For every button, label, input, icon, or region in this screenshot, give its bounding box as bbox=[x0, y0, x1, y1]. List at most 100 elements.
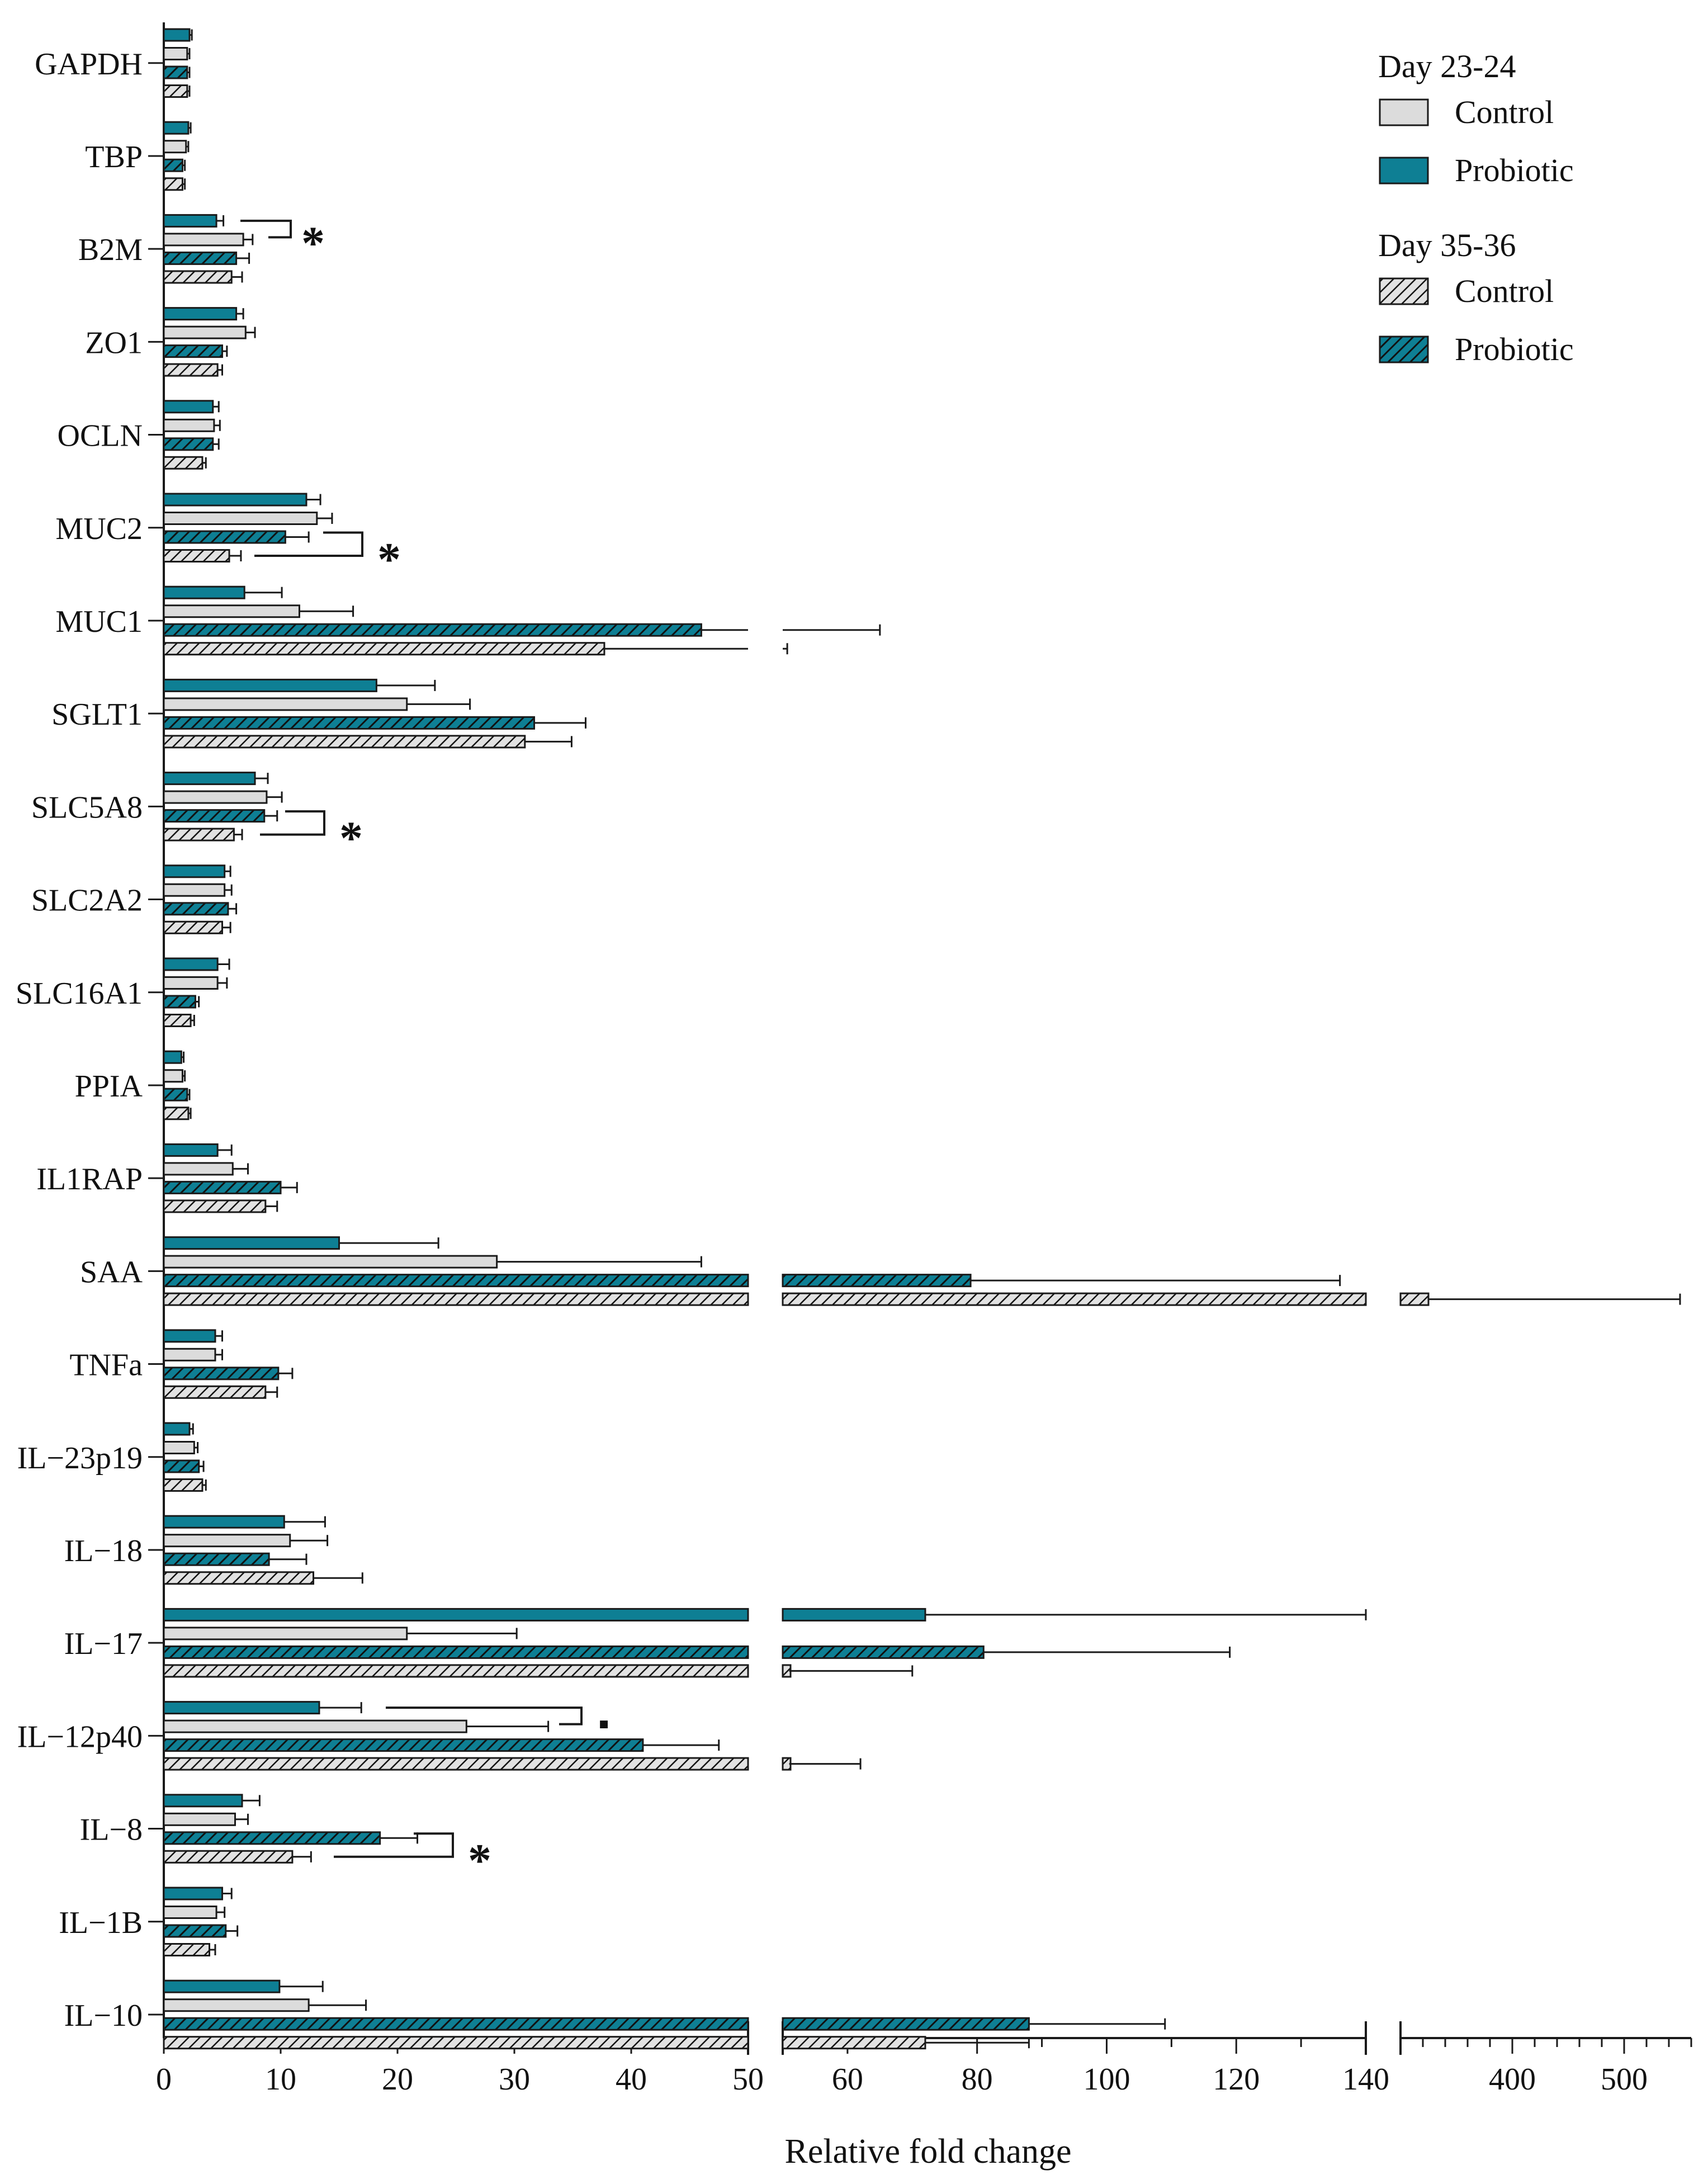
legend-swatch bbox=[1379, 335, 1429, 363]
bar bbox=[163, 1515, 285, 1529]
y-tick-label: ZO1 bbox=[85, 325, 143, 360]
bar bbox=[163, 65, 188, 79]
bar bbox=[782, 1608, 926, 1622]
bar bbox=[163, 1719, 467, 1733]
bar bbox=[163, 976, 219, 990]
bar bbox=[163, 530, 286, 544]
bar bbox=[163, 1162, 234, 1176]
bar bbox=[163, 809, 266, 823]
significance-marker: * bbox=[468, 1835, 491, 1887]
bar bbox=[782, 1274, 972, 1288]
bar bbox=[163, 957, 219, 971]
bar bbox=[163, 678, 377, 692]
bar bbox=[163, 549, 230, 562]
bar bbox=[782, 1292, 1367, 1306]
bar bbox=[163, 1199, 267, 1213]
bar bbox=[163, 140, 187, 154]
bar bbox=[163, 1924, 227, 1938]
bar bbox=[163, 735, 526, 749]
bar bbox=[1399, 1292, 1430, 1306]
y-tick-label: TBP bbox=[85, 140, 143, 174]
bar bbox=[163, 772, 256, 786]
bar bbox=[782, 1645, 985, 1659]
bar bbox=[163, 121, 190, 135]
legend-swatch bbox=[1379, 277, 1429, 305]
legend-item-label: Probiotic bbox=[1455, 152, 1574, 188]
bar bbox=[163, 1107, 190, 1121]
bar bbox=[163, 84, 188, 98]
significance-bracket bbox=[240, 219, 292, 239]
significance-bracket bbox=[334, 1832, 454, 1858]
bar bbox=[163, 418, 215, 432]
bar bbox=[782, 2017, 1030, 2031]
bar bbox=[163, 1645, 749, 1659]
bar bbox=[163, 828, 235, 842]
bar bbox=[163, 920, 223, 934]
x-tick-label: 20 bbox=[382, 2062, 413, 2097]
bar bbox=[163, 1757, 749, 1771]
x-tick-label: 140 bbox=[1342, 2062, 1389, 2097]
bar bbox=[163, 902, 229, 916]
y-tick-label: IL−17 bbox=[64, 1627, 143, 1661]
x-tick-label: 10 bbox=[265, 2062, 296, 2097]
bar bbox=[163, 697, 408, 711]
bar bbox=[163, 1348, 216, 1362]
x-tick-label: 100 bbox=[1083, 2062, 1130, 2097]
bar bbox=[163, 623, 702, 637]
bar bbox=[163, 1664, 749, 1678]
x-tick-label: 60 bbox=[832, 2062, 863, 2097]
bar bbox=[163, 642, 605, 656]
legend-group-title: Day 35-36 bbox=[1378, 227, 1516, 263]
bar bbox=[163, 1180, 282, 1194]
bar bbox=[163, 1459, 200, 1473]
bar bbox=[163, 1534, 291, 1548]
y-tick-label: MUC2 bbox=[55, 512, 143, 546]
x-tick-label: 500 bbox=[1601, 2062, 1648, 2097]
bar bbox=[163, 47, 188, 60]
significance-bracket bbox=[386, 1706, 583, 1726]
bar bbox=[163, 233, 244, 247]
x-tick-label: 400 bbox=[1489, 2062, 1536, 2097]
bar bbox=[163, 790, 268, 804]
x-axis-label: Relative fold change bbox=[784, 2133, 1071, 2171]
bar bbox=[163, 1143, 219, 1157]
y-tick-label: IL−12p40 bbox=[17, 1719, 143, 1754]
bar bbox=[163, 883, 226, 897]
bar bbox=[163, 1329, 216, 1343]
bar bbox=[163, 400, 214, 414]
bar bbox=[163, 1887, 223, 1901]
y-tick-label: GAPDH bbox=[35, 47, 143, 82]
legend-item-label: Control bbox=[1455, 273, 1554, 309]
bar bbox=[163, 1831, 381, 1845]
bar bbox=[163, 1552, 270, 1566]
bar bbox=[163, 28, 191, 42]
bar bbox=[163, 1571, 315, 1585]
bar bbox=[163, 1906, 217, 1919]
bar bbox=[163, 307, 238, 321]
bar bbox=[163, 1367, 280, 1381]
bar bbox=[163, 716, 536, 730]
y-tick-label: IL−23p19 bbox=[17, 1441, 143, 1476]
bar bbox=[163, 1255, 498, 1269]
y-tick-label: SLC5A8 bbox=[31, 790, 143, 825]
y-tick-label: TNFa bbox=[69, 1348, 143, 1383]
significance-marker: * bbox=[377, 533, 401, 585]
bar bbox=[163, 1812, 236, 1826]
bar bbox=[163, 1738, 644, 1752]
significance-marker: * bbox=[301, 217, 325, 269]
bar bbox=[163, 437, 214, 451]
bar bbox=[163, 2036, 749, 2050]
bar bbox=[163, 1794, 243, 1808]
x-tick-label: 80 bbox=[962, 2062, 993, 2097]
y-tick-label: SGLT1 bbox=[51, 697, 143, 732]
legend: Day 23-24 Control Probiotic Day 35-36 Contro… bbox=[1378, 48, 1574, 367]
bar bbox=[163, 1998, 310, 2012]
significance-bracket bbox=[254, 531, 363, 557]
bars-layer bbox=[163, 28, 1681, 2050]
y-tick-label: SLC16A1 bbox=[16, 976, 143, 1011]
annotations-layer: * * * ▪ * bbox=[240, 217, 609, 1887]
bar bbox=[163, 158, 183, 172]
bar bbox=[163, 1088, 188, 1102]
bar bbox=[163, 177, 183, 191]
bar bbox=[163, 1292, 749, 1306]
